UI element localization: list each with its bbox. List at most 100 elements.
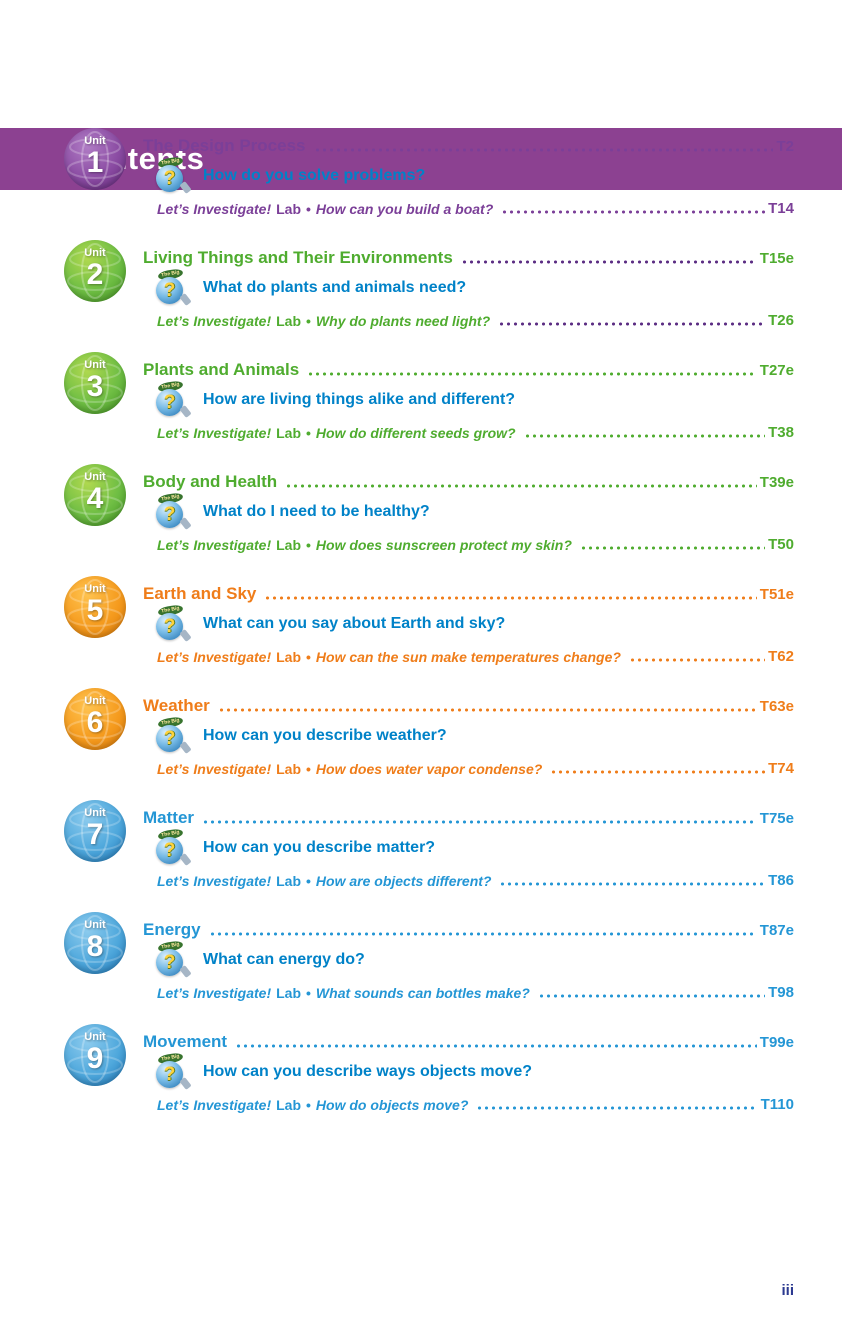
lab-word: Lab <box>276 873 302 889</box>
unit-title: Weather <box>143 696 210 715</box>
unit-big-question: How are living things alike and differen… <box>203 391 516 408</box>
dot-leader <box>501 210 766 214</box>
lab-question: How are objects different? <box>315 873 492 889</box>
big-question-line: The Big ? How can you describe matter? <box>143 827 794 866</box>
unit-title: Body and Health <box>143 472 278 491</box>
units-list: Unit 1 The Design Process T2 The Big ? H… <box>64 128 794 1114</box>
unit-badge-label: Unit <box>84 695 106 707</box>
unit-badge-text: Unit 8 <box>64 912 126 974</box>
lab-line: Let’s Investigate! Lab • How does water … <box>143 756 794 778</box>
unit-title: Movement <box>143 1032 228 1051</box>
unit-title-line: Weather T63e <box>143 694 794 716</box>
big-question-magnifier-icon: The Big ? <box>155 939 193 978</box>
magnifier-handle <box>179 293 192 306</box>
bigq-ball: ? <box>156 501 183 528</box>
big-question-line: The Big ? What do plants and animals nee… <box>143 267 794 306</box>
unit-entry: Matter T75e The Big ? How can you descri… <box>143 800 794 890</box>
bullet-separator: • <box>306 313 311 329</box>
bigq-ball: ? <box>156 613 183 640</box>
magnifier-handle <box>179 1077 192 1090</box>
unit-badge-text: Unit 5 <box>64 576 126 638</box>
big-question-line: The Big ? How can you describe weather? <box>143 715 794 754</box>
unit-badge-text: Unit 6 <box>64 688 126 750</box>
magnifier-handle <box>179 741 192 754</box>
unit-badge-text: Unit 7 <box>64 800 126 862</box>
lab-series-label: Let’s Investigate! <box>157 313 272 329</box>
dot-leader <box>217 708 757 712</box>
lab-line: Let’s Investigate! Lab • How do differen… <box>143 420 794 442</box>
big-question-magnifier-icon: The Big ? <box>155 267 193 306</box>
dot-leader <box>550 770 766 774</box>
unit-badge-text: Unit 4 <box>64 464 126 526</box>
lab-word: Lab <box>276 649 302 665</box>
unit-badge: Unit 9 <box>64 1024 126 1086</box>
big-question-magnifier-icon: The Big ? <box>155 715 193 754</box>
lab-series-label: Let’s Investigate! <box>157 873 272 889</box>
lab-series-label: Let’s Investigate! <box>157 761 272 777</box>
dot-leader <box>202 820 757 824</box>
unit-title: Energy <box>143 920 201 939</box>
unit-badge-text: Unit 3 <box>64 352 126 414</box>
lab-word: Lab <box>276 1097 302 1113</box>
unit-section: Unit 5 Earth and Sky T51e The Big ? What… <box>64 576 794 666</box>
lab-word: Lab <box>276 201 302 217</box>
unit-badge-label: Unit <box>84 135 106 147</box>
big-question-line: The Big ? How do you solve problems? <box>143 155 794 194</box>
big-question-line: The Big ? What can energy do? <box>143 939 794 978</box>
lab-question: How can the sun make temperatures change… <box>315 649 621 665</box>
unit-page-ref: T63e <box>759 698 794 715</box>
lab-word: Lab <box>276 761 302 777</box>
unit-page-ref: T15e <box>759 250 794 267</box>
unit-entry: Plants and Animals T27e The Big ? How ar… <box>143 352 794 442</box>
lab-word: Lab <box>276 985 302 1001</box>
question-mark-glyph: ? <box>163 952 176 973</box>
unit-big-question: How can you describe weather? <box>203 727 447 744</box>
unit-title: Living Things and Their Environments <box>143 248 453 267</box>
unit-title-line: Plants and Animals T27e <box>143 358 794 380</box>
lab-page-ref: T26 <box>768 312 794 329</box>
unit-section: Unit 7 Matter T75e The Big ? How can you… <box>64 800 794 890</box>
globe-icon <box>67 803 123 859</box>
magnifier-handle <box>179 181 192 194</box>
big-question-magnifier-icon: The Big ? <box>155 379 193 418</box>
bullet-separator: • <box>306 873 311 889</box>
unit-big-question: What can you say about Earth and sky? <box>203 615 506 632</box>
globe-icon <box>67 1027 123 1083</box>
unit-badge: Unit 2 <box>64 240 126 302</box>
lab-page-ref: T62 <box>768 648 794 665</box>
big-question-line: The Big ? What can you say about Earth a… <box>143 603 794 642</box>
unit-badge: Unit 6 <box>64 688 126 750</box>
magnifier-handle <box>179 629 192 642</box>
unit-badge-text: Unit 9 <box>64 1024 126 1086</box>
unit-badge-number: 5 <box>86 594 104 627</box>
unit-badge-label: Unit <box>84 247 106 259</box>
unit-title: Earth and Sky <box>143 584 257 603</box>
unit-big-question: What can energy do? <box>203 951 365 968</box>
question-mark-glyph: ? <box>163 1064 176 1085</box>
unit-badge-label: Unit <box>84 1031 106 1043</box>
lab-line: Let’s Investigate! Lab • What sounds can… <box>143 980 794 1002</box>
bigq-ball: ? <box>156 725 183 752</box>
lab-line: Let’s Investigate! Lab • Why do plants n… <box>143 308 794 330</box>
unit-title-line: Energy T87e <box>143 918 794 940</box>
unit-badge: Unit 4 <box>64 464 126 526</box>
globe-icon <box>67 579 123 635</box>
unit-page-ref: T39e <box>759 474 794 491</box>
unit-title-line: The Design Process T2 <box>143 134 794 156</box>
unit-page-ref: T2 <box>776 138 794 155</box>
unit-page-ref: T75e <box>759 810 794 827</box>
dot-leader <box>313 148 774 152</box>
bigq-ball: ? <box>156 277 183 304</box>
lab-word: Lab <box>276 313 302 329</box>
magnifier-handle <box>179 405 192 418</box>
question-mark-glyph: ? <box>163 280 176 301</box>
unit-badge-label: Unit <box>84 919 106 931</box>
unit-badge-number: 7 <box>86 818 104 851</box>
unit-entry: Weather T63e The Big ? How can you descr… <box>143 688 794 778</box>
lab-question: How do objects move? <box>315 1097 469 1113</box>
globe-icon <box>67 355 123 411</box>
unit-section: Unit 8 Energy T87e The Big ? What can en… <box>64 912 794 1002</box>
unit-title: The Design Process <box>143 136 306 155</box>
dot-leader <box>264 596 757 600</box>
bigq-ball: ? <box>156 837 183 864</box>
